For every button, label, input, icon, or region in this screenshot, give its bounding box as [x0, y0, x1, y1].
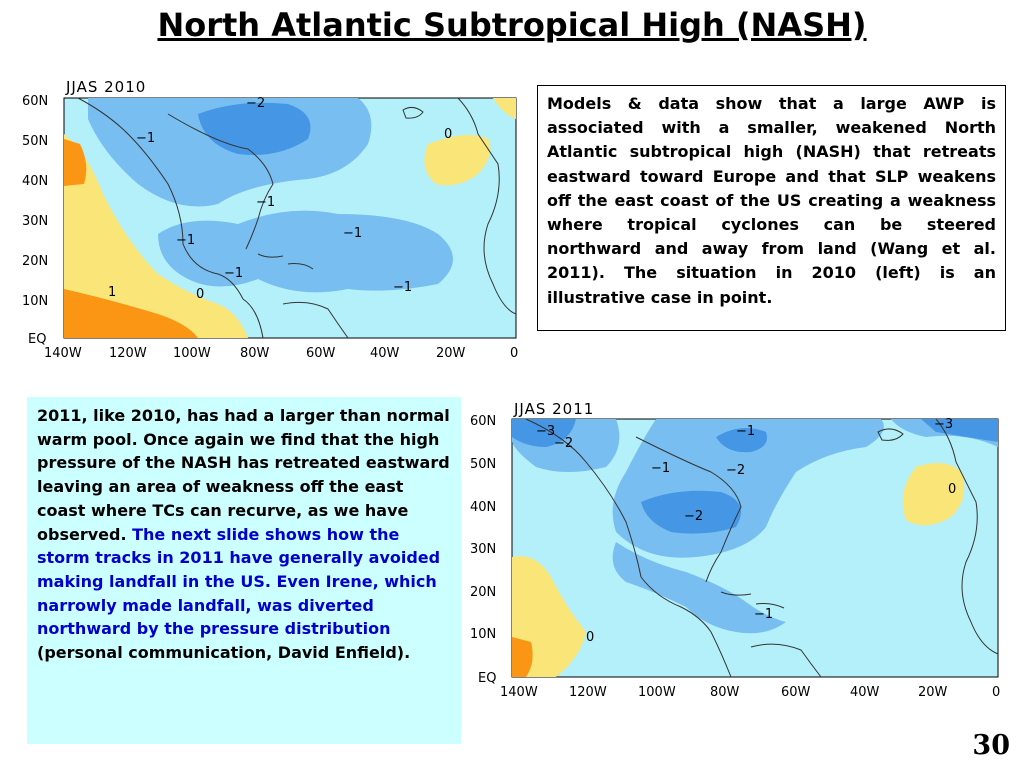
- contour-label: −2: [684, 509, 703, 524]
- map-2011-plot: [511, 418, 999, 678]
- lon-label: 40W: [370, 346, 400, 361]
- lon-label: 140W: [44, 346, 82, 361]
- map-2010-lat-axis: 60N 50N 40N 30N 20N 10N EQ: [22, 94, 48, 347]
- contour-label: −2: [554, 436, 573, 451]
- lon-label: 0: [510, 346, 518, 361]
- contour-label: −1: [393, 280, 412, 295]
- contour-label: −2: [246, 96, 265, 111]
- map-jjas-2011: JJAS 2011 −3 −2 −1 −3: [466, 392, 1011, 702]
- lon-label: 60W: [306, 346, 336, 361]
- lon-label: 100W: [173, 346, 211, 361]
- lat-label: EQ: [28, 332, 46, 347]
- contour-label: 0: [948, 482, 956, 497]
- lat-label: 40N: [22, 174, 48, 189]
- lon-label: 60W: [781, 685, 811, 700]
- contour-label: 0: [586, 630, 594, 645]
- lat-label: 40N: [470, 500, 496, 515]
- map-2011-title: JJAS 2011: [513, 400, 594, 418]
- map-2011-lon-axis: 140W 120W 100W 80W 60W 40W 20W 0: [500, 685, 1000, 700]
- contour-label: −2: [726, 463, 745, 478]
- lon-label: 80W: [710, 685, 740, 700]
- map-2011-contour-labels: −3 −2 −1 −3 −1 −2 0 −2 −1 0: [536, 417, 956, 645]
- lat-label: 60N: [22, 94, 48, 109]
- lat-label: EQ: [478, 671, 496, 686]
- lat-label: 20N: [470, 585, 496, 600]
- contour-label: −1: [651, 461, 670, 476]
- map-2010-contour-labels: −2 −1 0 −1 −1 −1 −1 −1 1 0: [108, 96, 452, 302]
- lat-label: 50N: [22, 134, 48, 149]
- contour-label: −1: [136, 131, 155, 146]
- box2-highlight-text: The next slide shows how the storm track…: [37, 524, 441, 639]
- contour-label: −3: [934, 417, 953, 432]
- contour-label: −1: [343, 226, 362, 241]
- text-box-models: Models & data show that a large AWP is a…: [537, 85, 1006, 331]
- lon-label: 140W: [500, 685, 538, 700]
- contour-label: −1: [224, 266, 243, 281]
- lon-label: 20W: [436, 346, 466, 361]
- lon-label: 120W: [569, 685, 607, 700]
- slide-title: North Atlantic Subtropical High (NASH): [157, 6, 867, 44]
- lon-label: 100W: [638, 685, 676, 700]
- box2-text: 2011, like 2010, has had a larger than n…: [37, 406, 450, 544]
- lon-label: 0: [992, 685, 1000, 700]
- lat-label: 30N: [22, 214, 48, 229]
- text-box-2011: 2011, like 2010, has had a larger than n…: [27, 397, 461, 744]
- box2-tail-text: (personal communication, David Enfield).: [37, 643, 411, 663]
- lat-label: 30N: [470, 542, 496, 557]
- lat-label: 60N: [470, 414, 496, 429]
- map-2010-lon-axis: 140W 120W 100W 80W 60W 40W 20W 0: [44, 346, 518, 361]
- lat-label: 10N: [22, 294, 48, 309]
- contour-label: −1: [754, 607, 773, 622]
- lon-label: 120W: [109, 346, 147, 361]
- contour-label: −1: [176, 233, 195, 248]
- contour-label: −3: [536, 424, 555, 439]
- contour-label: 0: [444, 127, 452, 142]
- map-2011-lat-axis: 60N 50N 40N 30N 20N 10N EQ: [470, 414, 496, 686]
- lon-label: 40W: [850, 685, 880, 700]
- lat-label: 10N: [470, 627, 496, 642]
- contour-label: 0: [196, 287, 204, 302]
- contour-label: −1: [256, 195, 275, 210]
- lat-label: 20N: [22, 254, 48, 269]
- contour-label: 1: [108, 285, 116, 300]
- map-jjas-2010: JJAS 2010 −2 −1 0 −1 −1: [18, 74, 523, 364]
- lon-label: 80W: [240, 346, 270, 361]
- contour-label: −1: [736, 424, 755, 439]
- lon-label: 20W: [918, 685, 948, 700]
- lat-label: 50N: [470, 457, 496, 472]
- map-2010-title: JJAS 2010: [65, 78, 146, 96]
- map-2010-plot: [63, 97, 517, 339]
- slide-number: 30: [972, 730, 1010, 761]
